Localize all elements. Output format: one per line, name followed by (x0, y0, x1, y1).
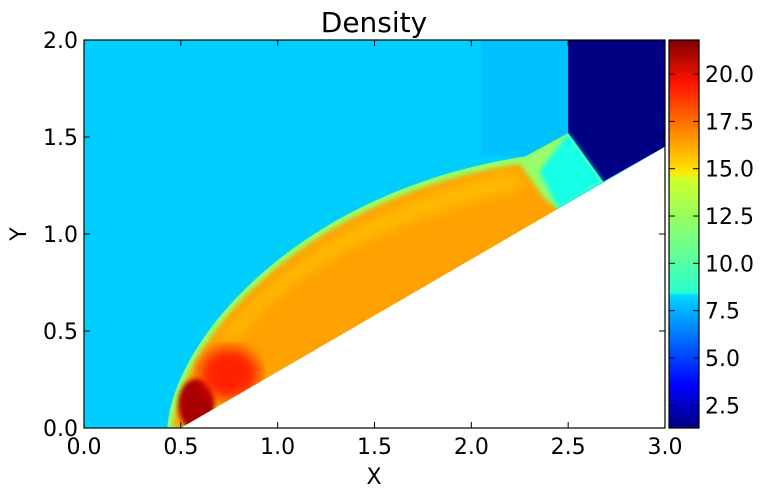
colorbar-tick-label: 20.0 (705, 63, 754, 88)
colorbar-tick-label: 15.0 (705, 158, 754, 183)
y-tick-label: 1.5 (43, 126, 78, 151)
x-tick-label: 0.0 (67, 435, 102, 460)
x-tick-label: 1.5 (357, 435, 392, 460)
y-tick-label: 0.5 (43, 320, 78, 345)
colorbar-tick-label: 7.5 (705, 300, 740, 325)
shock-front-band (219, 171, 530, 341)
x-tick-label: 0.5 (163, 435, 198, 460)
colorbar-frame (668, 39, 700, 429)
colorbar-tick-label: 5.0 (705, 347, 740, 372)
chart-title: Density (321, 6, 427, 39)
x-tick-label: 2.5 (551, 435, 586, 460)
colorbar-tick-label: 12.5 (705, 205, 754, 230)
x-axis: 0.0 0.5 1.0 1.5 2.0 2.5 3.0 (67, 40, 683, 460)
colorbar-tick-label: 17.5 (705, 110, 754, 135)
post-shock-region (173, 164, 565, 428)
y-tick-label: 0.0 (43, 417, 78, 442)
colorbar-gradient (669, 40, 699, 428)
x-tick-label: 2.0 (454, 435, 489, 460)
x-tick-label: 1.0 (260, 435, 295, 460)
colorbar-tick-label: 2.5 (705, 394, 740, 419)
x-axis-label: X (366, 465, 381, 490)
x-tick-label: 3.0 (648, 435, 683, 460)
y-axis-label: Y (7, 227, 32, 242)
low-density-region (568, 40, 665, 182)
colorbar-ticks: 2.5 5.0 7.5 10.0 12.5 15.0 17.5 20.0 (669, 63, 754, 419)
density-field (84, 40, 665, 428)
high-density-spot (199, 347, 260, 400)
y-axis: 0.0 0.5 1.0 1.5 2.0 (43, 29, 665, 442)
expansion-fan (539, 133, 604, 209)
colorbar-tick-label: 10.0 (705, 252, 754, 277)
wedge-body (180, 146, 665, 428)
y-tick-label: 2.0 (43, 29, 78, 54)
y-tick-label: 1.0 (43, 223, 78, 248)
freestream-variation (481, 40, 569, 157)
